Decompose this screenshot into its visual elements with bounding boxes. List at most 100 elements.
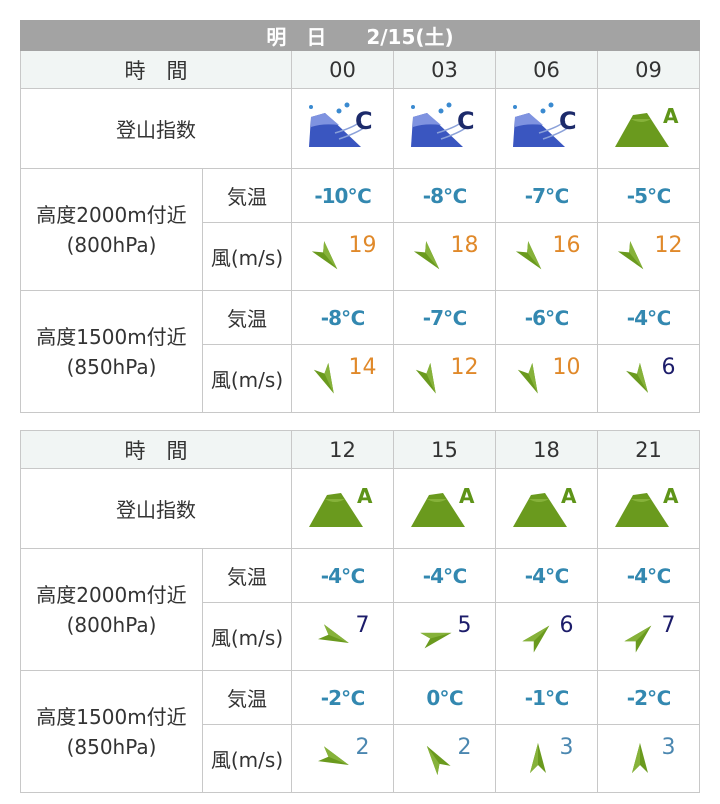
wind-speed: 3 [559,734,574,760]
wind-speed: 7 [661,612,676,638]
wind-arrow-icon [622,742,658,773]
wind-speed: 10 [552,354,581,380]
wind-cell: 14 [291,344,394,413]
wind-label: 風(m/s) [202,344,292,413]
altitude-text: 高度1500m付近 [36,704,187,729]
wind-arrow-icon [520,623,556,653]
altitude-text: 高度2000m付近 [36,202,187,227]
temperature-cell: -4℃ [597,290,700,345]
climbing-index-c-icon: C [495,88,598,169]
wind-cell: 3 [495,724,598,793]
time-cell: 00 [291,50,394,89]
altitude-1500-label: 高度1500m付近 (850hPa) [20,670,203,793]
climbing-index-a-icon: A [291,468,394,549]
wind-cell: 18 [393,222,496,291]
wind-arrow-icon [615,240,651,269]
pressure-text: (850hPa) [66,354,157,379]
time-cell: 06 [495,50,598,89]
svg-text:C: C [457,107,475,135]
wind-arrow-icon [316,623,352,647]
temperature-cell: -1℃ [495,670,598,725]
wind-speed: 12 [654,232,683,258]
wind-speed: 7 [355,612,370,638]
wind-arrow-icon [316,745,352,769]
temperature-cell: -7℃ [393,290,496,345]
forecast-table: 明 日 2/15(土) 時 間 00 03 06 09 登山指数 C C C A 高度2000m付近 (… [20,20,700,413]
temperature-cell: -4℃ [495,548,598,603]
temp-label: 気温 [202,290,292,345]
wind-cell: 7 [291,602,394,671]
altitude-1500-label: 高度1500m付近 (850hPa) [20,290,203,413]
temperature-cell: 0℃ [393,670,496,725]
time-cell: 03 [393,50,496,89]
time-cell: 21 [597,430,700,469]
wind-cell: 19 [291,222,394,291]
time-cell: 18 [495,430,598,469]
altitude-text: 高度1500m付近 [36,324,187,349]
wind-cell: 12 [393,344,496,413]
wind-speed: 3 [661,734,676,760]
pressure-text: (850hPa) [66,734,157,759]
climbing-index-c-icon: C [393,88,496,169]
wind-label: 風(m/s) [202,222,292,291]
wind-label: 風(m/s) [202,724,292,793]
climbing-index-a-icon: A [597,468,700,549]
wind-cell: 12 [597,222,700,291]
temperature-cell: -4℃ [597,548,700,603]
altitude-2000-label: 高度2000m付近 (800hPa) [20,548,203,671]
date-header: 明 日 2/15(土) [20,20,700,51]
wind-cell: 6 [495,602,598,671]
svg-text:A: A [357,484,373,508]
temperature-cell: -4℃ [393,548,496,603]
temperature-cell: -2℃ [597,670,700,725]
wind-arrow-icon [309,240,345,269]
temperature-cell: -7℃ [495,168,598,223]
wind-speed: 5 [457,612,472,638]
climbing-index-label: 登山指数 [20,468,292,549]
wind-speed: 18 [450,232,479,258]
temp-label: 気温 [202,548,292,603]
wind-speed: 19 [348,232,377,258]
wind-cell: 3 [597,724,700,793]
temperature-cell: -8℃ [393,168,496,223]
wind-speed: 12 [450,354,479,380]
time-cell: 09 [597,50,700,89]
svg-text:A: A [663,484,679,508]
wind-cell: 10 [495,344,598,413]
wind-speed: 6 [661,354,676,380]
temp-label: 気温 [202,670,292,725]
time-label: 時 間 [20,430,292,469]
time-cell: 15 [393,430,496,469]
wind-cell: 2 [291,724,394,793]
climbing-index-a-icon: A [495,468,598,549]
temperature-cell: -10℃ [291,168,394,223]
wind-arrow-icon [418,745,454,775]
wind-arrow-icon [622,623,658,653]
wind-label: 風(m/s) [202,602,292,671]
climbing-index-label: 登山指数 [20,88,292,169]
temperature-cell: -5℃ [597,168,700,223]
climbing-index-c-icon: C [291,88,394,169]
temperature-cell: -6℃ [495,290,598,345]
forecast-table: 時 間 12 15 18 21 登山指数 A A A A 高度2000m付近 (800hPa) 気温 -4… [20,430,700,793]
wind-arrow-icon [418,623,454,648]
pressure-text: (800hPa) [66,232,157,257]
wind-arrow-icon [622,362,658,393]
time-cell: 12 [291,430,394,469]
temperature-cell: -8℃ [291,290,394,345]
wind-cell: 6 [597,344,700,413]
temp-label: 気温 [202,168,292,223]
wind-speed: 14 [348,354,377,380]
svg-text:C: C [355,107,373,135]
wind-arrow-icon [411,362,447,394]
wind-arrow-icon [513,240,549,269]
temperature-cell: -4℃ [291,548,394,603]
wind-speed: 2 [355,734,370,760]
wind-arrow-icon [513,362,549,394]
wind-cell: 16 [495,222,598,291]
wind-speed: 16 [552,232,581,258]
wind-cell: 7 [597,602,700,671]
pressure-text: (800hPa) [66,612,157,637]
altitude-2000-label: 高度2000m付近 (800hPa) [20,168,203,291]
svg-text:A: A [663,104,679,128]
